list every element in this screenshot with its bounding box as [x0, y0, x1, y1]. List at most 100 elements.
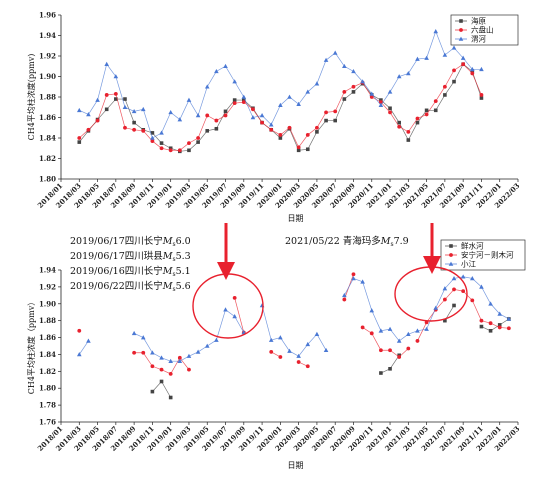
data-point — [214, 118, 219, 123]
data-point — [443, 318, 447, 323]
data-point — [86, 127, 91, 132]
data-point — [470, 69, 475, 74]
data-point — [369, 331, 374, 336]
data-point — [150, 135, 155, 140]
data-point — [232, 98, 237, 102]
data-point — [351, 276, 356, 281]
series-2 — [76, 29, 484, 140]
chart-bottom: 1.76 1.78 1.80 1.82 1.84 1.86 1.88 1.90 1.92 1.94… — [26, 239, 526, 470]
data-point — [132, 127, 137, 132]
data-point — [415, 328, 420, 333]
annotation-line-1: 2019/06/17四川长宁Ms6.0 — [70, 235, 191, 248]
data-point — [415, 116, 420, 121]
data-point — [186, 353, 192, 358]
data-point — [323, 57, 329, 62]
series-line — [234, 297, 245, 333]
data-point — [379, 371, 383, 375]
data-point — [424, 326, 429, 331]
data-point — [296, 148, 301, 153]
data-point — [452, 303, 456, 308]
data-point — [388, 367, 392, 371]
data-point — [360, 79, 365, 84]
data-point — [351, 272, 356, 277]
data-point — [287, 348, 292, 353]
data-point — [396, 338, 402, 343]
data-point — [424, 112, 429, 117]
y-tick-label: 1.80 — [39, 384, 56, 393]
data-point — [379, 348, 383, 353]
data-point — [378, 328, 384, 333]
data-point — [488, 301, 493, 306]
data-point — [195, 349, 201, 354]
data-point — [123, 97, 127, 101]
data-point — [488, 329, 493, 333]
data-point — [205, 113, 210, 118]
data-point — [150, 139, 155, 143]
data-point — [204, 84, 210, 89]
y-tick-label: 1.86 — [39, 113, 56, 122]
y-tick-label: 1.96 — [39, 11, 56, 20]
data-point — [159, 141, 164, 145]
data-point — [433, 29, 439, 34]
data-point — [232, 295, 237, 300]
legend-label: 渭河 — [471, 34, 486, 44]
data-point — [479, 66, 484, 72]
data-point — [460, 274, 466, 279]
data-point — [479, 96, 484, 100]
data-point — [159, 355, 164, 360]
data-point — [95, 118, 100, 123]
data-point — [506, 316, 512, 321]
data-point — [269, 127, 274, 132]
series-line — [481, 318, 510, 332]
series-1 — [77, 62, 484, 153]
series-line — [133, 309, 245, 362]
data-point — [315, 130, 319, 134]
data-point — [114, 97, 118, 101]
legend-marker — [448, 261, 454, 266]
data-point — [278, 335, 283, 340]
data-point — [77, 328, 82, 333]
data-point — [196, 136, 201, 140]
data-point — [451, 45, 457, 50]
data-point — [241, 100, 246, 105]
data-point — [187, 148, 191, 153]
data-point — [278, 133, 283, 137]
data-point — [168, 358, 173, 363]
data-point — [324, 110, 328, 115]
data-point — [131, 330, 137, 336]
data-point — [424, 55, 429, 60]
data-point — [232, 314, 237, 319]
data-point — [305, 341, 311, 347]
data-point — [369, 91, 375, 96]
data-point — [204, 343, 210, 348]
chart-top: 1.801.821.841.861.881.901.921.941.962018… — [26, 11, 522, 224]
series-0 — [77, 62, 484, 154]
data-point — [406, 138, 411, 142]
y-tick-label: 1.90 — [39, 299, 56, 308]
data-point — [86, 338, 91, 343]
y-axis-label: CH4平均柱浓度（ppmv） — [26, 298, 36, 395]
series-line — [261, 305, 327, 357]
y-tick-label: 1.84 — [39, 350, 56, 359]
data-point — [452, 79, 456, 84]
annotation-line-3: 2019/06/16四川长宁Ms5.1 — [70, 265, 191, 278]
y-tick-label: 1.88 — [39, 316, 56, 325]
data-point — [268, 122, 274, 127]
data-point — [379, 98, 383, 102]
data-point — [305, 147, 310, 152]
data-point — [269, 350, 274, 354]
data-point — [305, 89, 311, 94]
data-point — [378, 102, 384, 107]
data-point — [342, 292, 347, 298]
data-point — [406, 346, 411, 351]
series-1 — [77, 272, 511, 376]
data-point — [296, 353, 301, 358]
series-line — [362, 327, 409, 358]
legend-label: 鲜水河 — [461, 241, 484, 251]
data-point — [479, 318, 484, 323]
data-point — [406, 129, 411, 134]
data-point — [278, 102, 283, 107]
data-point — [223, 109, 228, 114]
data-point — [168, 109, 173, 115]
data-point — [369, 308, 375, 313]
